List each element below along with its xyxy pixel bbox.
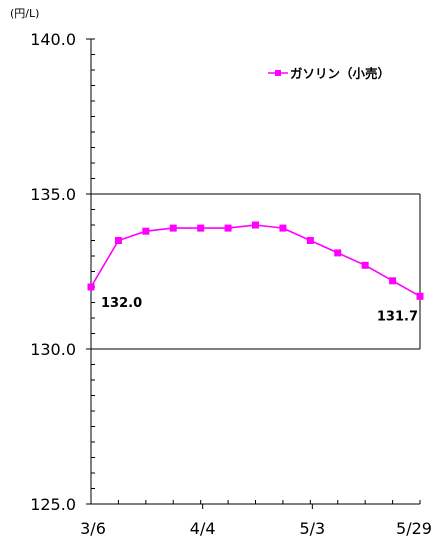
- y-tick-label: 130.0: [30, 340, 76, 359]
- data-label: 131.7: [377, 309, 418, 324]
- data-point: [306, 237, 314, 244]
- data-point: [224, 224, 232, 232]
- x-tick-label: 5/3: [299, 519, 325, 538]
- data-point: [389, 277, 397, 285]
- data-point: [87, 283, 95, 291]
- y-tick-label: 135.0: [30, 185, 76, 204]
- unit-label: (円/L): [10, 7, 39, 20]
- data-point: [361, 261, 369, 269]
- data-point: [416, 292, 424, 300]
- x-axis: 3/6 4/4 5/3 5/29: [80, 194, 432, 538]
- data-point: [252, 221, 259, 229]
- series-line: [90, 224, 421, 297]
- x-tick-label: 5/29: [396, 519, 432, 538]
- data-point: [279, 224, 287, 232]
- data-point: [169, 224, 177, 232]
- legend-label: ガソリン（小売）: [290, 66, 390, 81]
- data-point: [334, 249, 342, 257]
- x-tick-label: 4/4: [190, 519, 216, 538]
- data-labels: 132.0 131.7: [101, 296, 418, 324]
- y-axis: 125.0 130.0 135.0 140.0: [30, 30, 95, 514]
- y-tick-label: 140.0: [30, 30, 76, 49]
- data-point: [197, 224, 205, 232]
- legend: ガソリン（小売）: [268, 66, 390, 81]
- legend-marker-swatch: [275, 70, 281, 76]
- data-point: [142, 227, 150, 235]
- data-label: 132.0: [101, 296, 142, 311]
- gridlines: [91, 193, 420, 350]
- y-tick-label: 125.0: [30, 495, 76, 514]
- x-tick-label: 3/6: [80, 519, 106, 538]
- series-layer: [87, 221, 424, 300]
- data-point: [114, 237, 122, 244]
